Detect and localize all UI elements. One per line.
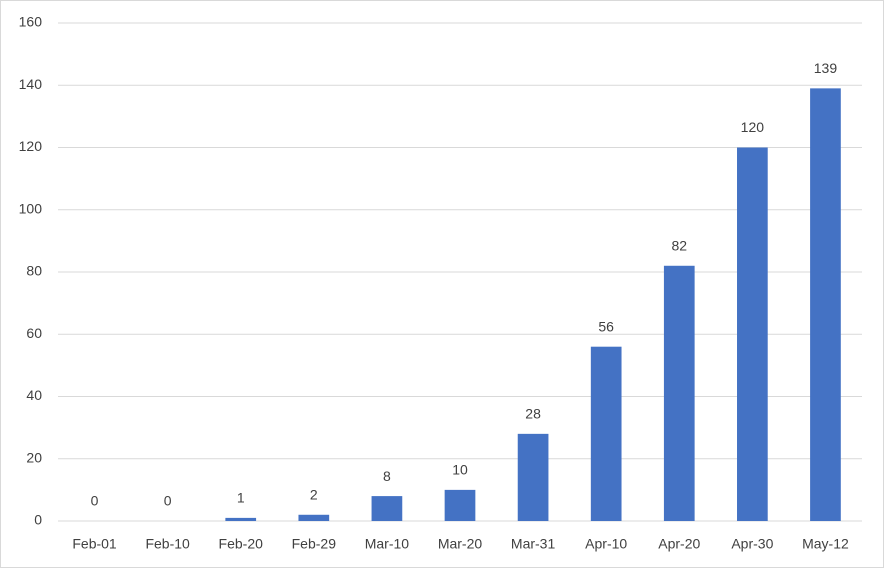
data-label: 10 bbox=[452, 462, 468, 478]
y-tick-label: 100 bbox=[19, 200, 43, 216]
x-tick-label: Feb-01 bbox=[72, 536, 117, 552]
bar bbox=[590, 346, 622, 521]
y-tick-label: 0 bbox=[34, 512, 42, 528]
data-label: 28 bbox=[525, 406, 541, 422]
data-label: 139 bbox=[814, 60, 838, 76]
y-tick-label: 120 bbox=[19, 138, 43, 154]
data-label: 2 bbox=[310, 486, 318, 502]
x-tick-label: Feb-10 bbox=[145, 536, 190, 552]
data-label: 56 bbox=[598, 318, 614, 334]
data-label: 1 bbox=[237, 490, 245, 506]
bar bbox=[810, 88, 841, 522]
x-tick-label: Apr-20 bbox=[658, 536, 700, 552]
x-tick-label: Mar-31 bbox=[511, 536, 556, 552]
data-label: 82 bbox=[671, 237, 687, 253]
x-tick-label: Apr-30 bbox=[731, 536, 773, 552]
data-label: 0 bbox=[91, 493, 99, 509]
bar bbox=[517, 433, 549, 521]
data-label: 8 bbox=[383, 468, 391, 484]
x-tick-label: May-12 bbox=[802, 536, 849, 552]
bar bbox=[737, 147, 768, 521]
x-tick-label: Apr-10 bbox=[585, 536, 627, 552]
x-tick-label: Mar-20 bbox=[438, 536, 483, 552]
x-tick-label: Feb-29 bbox=[292, 536, 337, 552]
data-label: 120 bbox=[741, 119, 765, 135]
x-tick-label: Feb-20 bbox=[219, 536, 264, 552]
y-tick-label: 140 bbox=[19, 76, 43, 92]
y-tick-label: 20 bbox=[26, 449, 42, 465]
bar bbox=[371, 496, 403, 521]
y-tick-label: 80 bbox=[26, 263, 42, 279]
bar bbox=[225, 517, 257, 521]
x-tick-label: Mar-10 bbox=[365, 536, 410, 552]
y-tick-label: 160 bbox=[19, 14, 43, 30]
y-tick-label: 40 bbox=[26, 387, 42, 403]
bar bbox=[298, 514, 330, 521]
bar bbox=[444, 489, 476, 521]
bar bbox=[663, 265, 695, 521]
y-tick-label: 60 bbox=[26, 325, 42, 341]
data-label: 0 bbox=[164, 493, 172, 509]
